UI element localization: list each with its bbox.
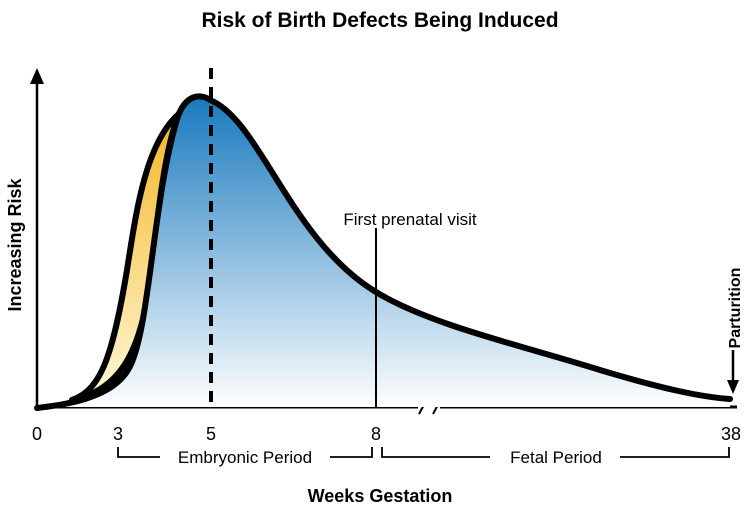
y-axis-label: Increasing Risk (5, 177, 25, 311)
x-tick-label-5: 5 (206, 424, 216, 444)
embryonic-period-bracket (117, 447, 373, 458)
x-tick-label-0: 0 (32, 424, 42, 444)
embryonic-period-label: Embryonic Period (178, 448, 312, 467)
y-axis-arrow (30, 68, 44, 84)
chart-title: Risk of Birth Defects Being Induced (201, 9, 558, 32)
parturition-label: Parturition (727, 268, 744, 349)
x-tick-label-3: 3 (113, 424, 123, 444)
x-tick-label-38: 38 (721, 424, 741, 444)
fetal-period-bracket (381, 447, 730, 458)
x-tick-label-8: 8 (371, 424, 381, 444)
fetal-period-label: Fetal Period (510, 448, 602, 467)
risk-curve (34, 93, 733, 411)
first-visit-label: First prenatal visit (343, 210, 476, 229)
parturition-arrow-head (727, 380, 739, 394)
x-axis-label: Weeks Gestation (308, 486, 453, 506)
risk-area (37, 96, 730, 408)
